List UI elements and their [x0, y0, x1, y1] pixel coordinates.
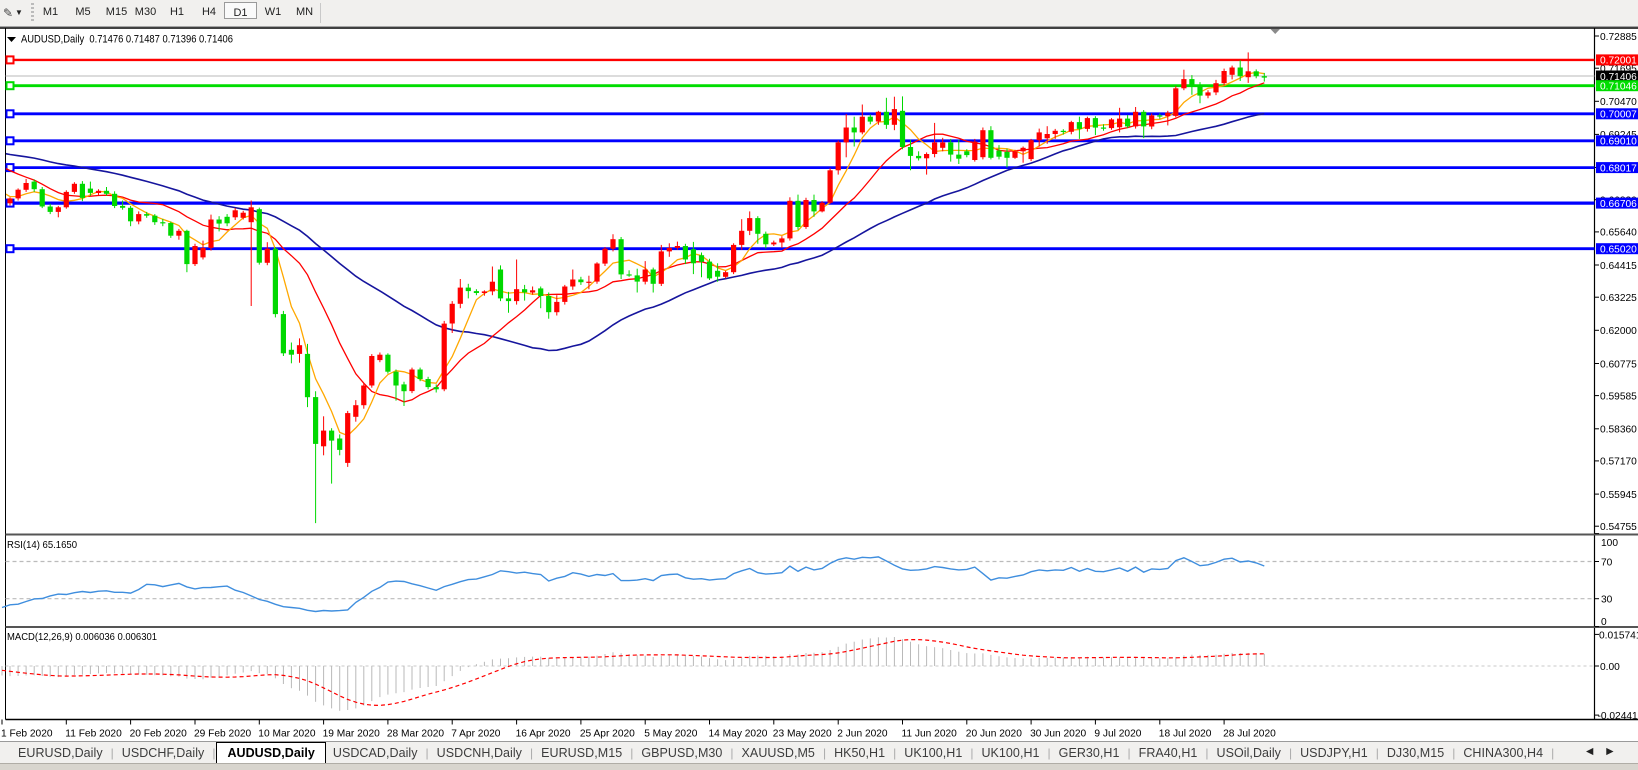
svg-text:30: 30 — [1601, 595, 1613, 606]
svg-text:1 Feb 2020: 1 Feb 2020 — [1, 729, 53, 740]
svg-text:0.59585: 0.59585 — [1600, 391, 1637, 402]
svg-text:0.72885: 0.72885 — [1600, 32, 1637, 43]
svg-text:0.71046: 0.71046 — [1600, 82, 1637, 93]
svg-text:AUDUSD,Daily 0.71476 0.71487: AUDUSD,Daily 0.71476 0.71487 0.71396 0.7… — [21, 34, 233, 46]
svg-text:0.58360: 0.58360 — [1600, 425, 1637, 436]
svg-text:20 Jun 2020: 20 Jun 2020 — [966, 729, 1022, 740]
svg-text:0.72001: 0.72001 — [1600, 56, 1637, 67]
svg-text:0.66706: 0.66706 — [1600, 199, 1637, 210]
svg-text:0.54755: 0.54755 — [1600, 522, 1637, 533]
svg-text:0.00: 0.00 — [1600, 662, 1620, 673]
svg-text:MACD(12,26,9) 0.006036 0.00630: MACD(12,26,9) 0.006036 0.006301 — [7, 632, 157, 643]
svg-text:70: 70 — [1601, 558, 1613, 569]
svg-text:0.63225: 0.63225 — [1600, 293, 1637, 304]
svg-text:11 Feb 2020: 11 Feb 2020 — [65, 729, 122, 740]
svg-text:0: 0 — [1601, 617, 1607, 628]
svg-text:0.71406: 0.71406 — [1600, 72, 1637, 83]
svg-text:0.65640: 0.65640 — [1600, 228, 1637, 239]
svg-text:0.71695: 0.71695 — [1600, 64, 1637, 75]
svg-text:0.68017: 0.68017 — [1600, 163, 1637, 174]
svg-text:20 Feb 2020: 20 Feb 2020 — [130, 729, 188, 740]
svg-text:23 May 2020: 23 May 2020 — [773, 729, 832, 740]
svg-text:30 Jun 2020: 30 Jun 2020 — [1030, 729, 1086, 740]
svg-text:0.70007: 0.70007 — [1600, 110, 1637, 121]
svg-text:2 Jun 2020: 2 Jun 2020 — [837, 729, 888, 740]
svg-text:10 Mar 2020: 10 Mar 2020 — [258, 729, 316, 740]
svg-text:29 Feb 2020: 29 Feb 2020 — [194, 729, 252, 740]
svg-text:28 Mar 2020: 28 Mar 2020 — [387, 729, 445, 740]
svg-text:5 May 2020: 5 May 2020 — [644, 729, 698, 740]
svg-text:14 May 2020: 14 May 2020 — [709, 729, 768, 740]
svg-text:0.69010: 0.69010 — [1600, 137, 1637, 148]
svg-text:16 Apr 2020: 16 Apr 2020 — [516, 729, 571, 740]
svg-text:11 Jun 2020: 11 Jun 2020 — [902, 729, 958, 740]
svg-text:RSI(14) 65.1650: RSI(14) 65.1650 — [7, 540, 77, 551]
svg-text:9 Jul 2020: 9 Jul 2020 — [1094, 729, 1141, 740]
svg-text:0.015741: 0.015741 — [1599, 630, 1638, 641]
svg-text:0.65020: 0.65020 — [1600, 245, 1637, 256]
svg-text:18 Jul 2020: 18 Jul 2020 — [1159, 729, 1212, 740]
svg-text:-0.024412: -0.024412 — [1598, 711, 1638, 722]
svg-text:0.70470: 0.70470 — [1600, 97, 1637, 108]
svg-text:0.57170: 0.57170 — [1600, 457, 1637, 468]
svg-text:0.55945: 0.55945 — [1600, 490, 1637, 501]
svg-text:100: 100 — [1601, 538, 1618, 549]
svg-text:25 Apr 2020: 25 Apr 2020 — [580, 729, 635, 740]
svg-text:0.64415: 0.64415 — [1600, 261, 1637, 272]
svg-text:0.60775: 0.60775 — [1600, 359, 1637, 370]
svg-text:28 Jul 2020: 28 Jul 2020 — [1223, 729, 1276, 740]
svg-text:7 Apr 2020: 7 Apr 2020 — [451, 729, 501, 740]
svg-text:0.62000: 0.62000 — [1600, 326, 1637, 337]
svg-text:19 Mar 2020: 19 Mar 2020 — [323, 729, 381, 740]
